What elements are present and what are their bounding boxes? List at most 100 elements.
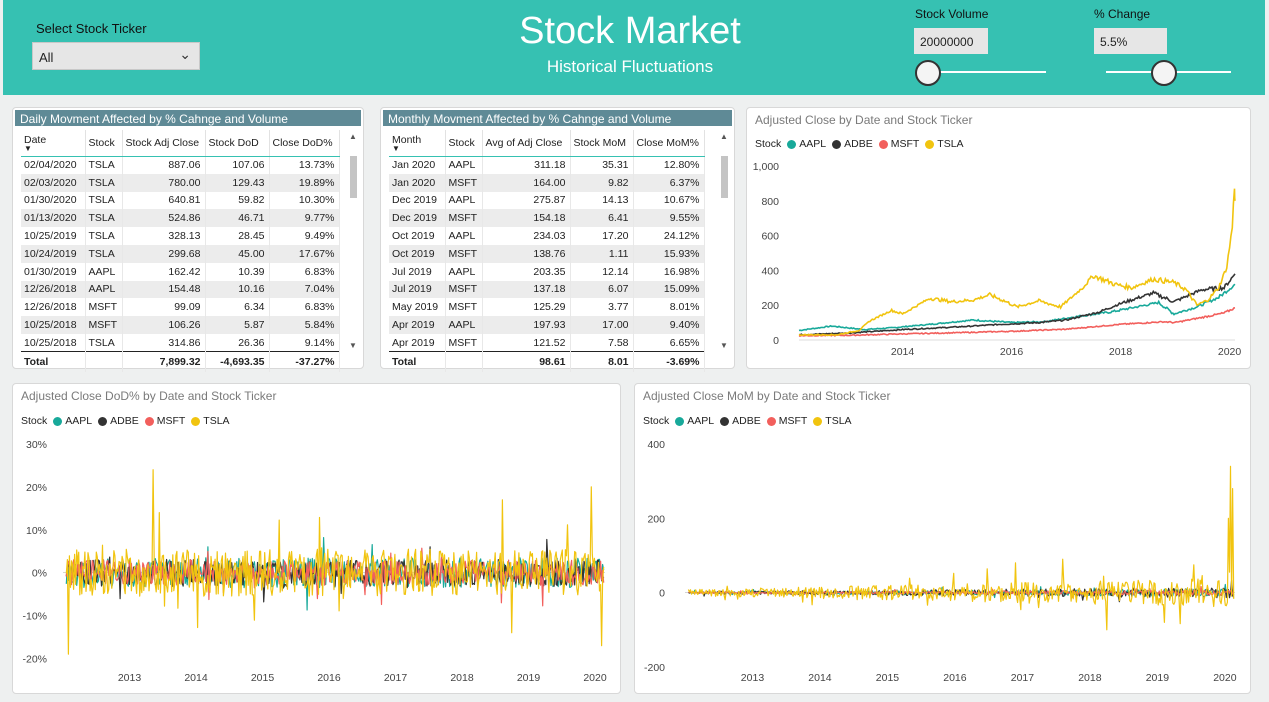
table-row[interactable]: 10/25/2018 TSLA 314.86 26.36 9.14% <box>21 333 340 352</box>
total-cell <box>85 351 123 372</box>
x-tick-label: 2018 <box>1109 346 1133 358</box>
total-cell: -37.27% <box>269 351 340 372</box>
table-cell: 9.82 <box>570 173 634 192</box>
series-line-adbe[interactable] <box>799 273 1236 336</box>
table-row[interactable]: Apr 2019 MSFT 121.52 7.58 6.65% <box>389 333 705 352</box>
table-row[interactable]: 12/26/2018 AAPL 154.48 10.16 7.04% <box>21 280 340 299</box>
col-mom-pct[interactable]: Close MoM% <box>633 130 705 157</box>
legend-item-msft[interactable]: MSFT <box>878 138 919 150</box>
series-line-tsla[interactable] <box>65 469 605 655</box>
series-line-tsla[interactable] <box>687 465 1235 631</box>
col-month[interactable]: Month ▼ <box>389 130 446 157</box>
volume-slider-track[interactable] <box>930 71 1046 73</box>
legend-item-msft[interactable]: MSFT <box>766 415 807 427</box>
table-row[interactable]: Dec 2019 MSFT 154.18 6.41 9.55% <box>389 209 705 228</box>
col-stock[interactable]: Stock <box>85 130 123 157</box>
legend-item-aapl[interactable]: AAPL <box>787 138 826 150</box>
table-row[interactable]: 12/26/2018 MSFT 99.09 6.34 6.83% <box>21 298 340 317</box>
monthly-scrollbar[interactable]: ▲ ▼ <box>719 132 729 350</box>
legend-dot-icon <box>144 416 154 426</box>
table-row[interactable]: Jul 2019 MSFT 137.18 6.07 15.09% <box>389 280 705 299</box>
scroll-up-icon[interactable]: ▲ <box>349 132 357 141</box>
table-cell: Apr 2019 <box>389 333 446 352</box>
series-line-tsla[interactable] <box>798 188 1236 337</box>
volume-label: Stock Volume <box>915 7 989 21</box>
table-cell: 1.11 <box>570 244 634 263</box>
table-row[interactable]: Oct 2019 AAPL 234.03 17.20 24.12% <box>389 227 705 245</box>
col-date[interactable]: Date ▼ <box>21 130 86 157</box>
legend-dot-icon <box>925 139 935 149</box>
table-row[interactable]: 10/25/2019 TSLA 328.13 28.45 9.49% <box>21 227 340 245</box>
table-row[interactable]: Jul 2019 AAPL 203.35 12.14 16.98% <box>389 262 705 281</box>
col-dod-pct[interactable]: Close DoD% <box>269 130 340 157</box>
table-row[interactable]: Apr 2019 AAPL 197.93 17.00 9.40% <box>389 316 705 334</box>
ticker-dropdown[interactable]: All ⌄ <box>32 42 200 70</box>
y-tick-label: -20% <box>22 653 47 665</box>
change-input[interactable]: 5.5% <box>1094 28 1167 54</box>
scroll-thumb[interactable] <box>350 156 357 198</box>
table-cell: AAPL <box>445 262 483 281</box>
table-cell: 02/04/2020 <box>21 156 86 174</box>
scroll-down-icon[interactable]: ▼ <box>349 341 357 350</box>
table-cell: 887.06 <box>122 156 206 174</box>
scroll-up-icon[interactable]: ▲ <box>720 132 728 141</box>
series-line-aapl[interactable] <box>798 283 1236 332</box>
chart-title: Adjusted Close MoM by Date and Stock Tic… <box>643 389 891 403</box>
volume-input[interactable]: 20000000 <box>914 28 988 54</box>
y-tick-label: 200 <box>761 300 779 312</box>
table-row[interactable]: Jan 2020 MSFT 164.00 9.82 6.37% <box>389 173 705 192</box>
legend-item-adbe[interactable]: ADBE <box>720 415 761 427</box>
table-cell: 524.86 <box>122 209 206 228</box>
table-row[interactable]: Oct 2019 MSFT 138.76 1.11 15.93% <box>389 244 705 263</box>
scroll-thumb[interactable] <box>721 156 728 198</box>
volume-slider-thumb[interactable] <box>915 60 941 86</box>
table-row[interactable]: May 2019 MSFT 125.29 3.77 8.01% <box>389 298 705 317</box>
series-line-msft[interactable] <box>798 307 1236 337</box>
change-slider-thumb[interactable] <box>1151 60 1177 86</box>
col-dod[interactable]: Stock DoD <box>205 130 270 157</box>
legend-label: ADBE <box>110 415 139 427</box>
table-row[interactable]: 01/13/2020 TSLA 524.86 46.71 9.77% <box>21 209 340 228</box>
chart-legend: Stock AAPL ADBE MSFT TSLA <box>21 415 230 427</box>
legend-item-tsla[interactable]: TSLA <box>925 138 964 150</box>
table-cell: 7.58 <box>570 333 634 352</box>
legend-dot-icon <box>787 139 797 149</box>
col-stock[interactable]: Stock <box>445 130 483 157</box>
legend-item-tsla[interactable]: TSLA <box>813 415 852 427</box>
table-cell: 3.77 <box>570 298 634 317</box>
table-cell: Apr 2019 <box>389 316 446 334</box>
scroll-down-icon[interactable]: ▼ <box>720 341 728 350</box>
table-cell: 28.45 <box>205 227 270 245</box>
table-cell: 17.20 <box>570 227 634 245</box>
table-row[interactable]: 02/04/2020 TSLA 887.06 107.06 13.73% <box>21 156 340 174</box>
col-adj-close[interactable]: Stock Adj Close <box>122 130 206 157</box>
legend-item-msft[interactable]: MSFT <box>144 415 185 427</box>
series-line-aapl[interactable] <box>65 536 605 611</box>
legend-item-tsla[interactable]: TSLA <box>191 415 230 427</box>
col-mom[interactable]: Stock MoM <box>570 130 634 157</box>
table-row[interactable]: Dec 2019 AAPL 275.87 14.13 10.67% <box>389 191 705 210</box>
legend-dot-icon <box>832 139 842 149</box>
table-row[interactable]: 10/25/2018 MSFT 106.26 5.87 5.84% <box>21 316 340 334</box>
daily-scrollbar[interactable]: ▲ ▼ <box>348 132 358 350</box>
col-avg-close[interactable]: Avg of Adj Close <box>482 130 571 157</box>
table-row[interactable]: Jan 2020 AAPL 311.18 35.31 12.80% <box>389 156 705 174</box>
x-tick-label: 2017 <box>384 672 408 684</box>
total-cell: 8.01 <box>570 351 634 372</box>
table-row[interactable]: 01/30/2020 TSLA 640.81 59.82 10.30% <box>21 191 340 210</box>
legend-item-aapl[interactable]: AAPL <box>53 415 92 427</box>
y-tick-label: 20% <box>26 482 47 494</box>
legend-item-adbe[interactable]: ADBE <box>98 415 139 427</box>
table-row[interactable]: 10/24/2019 TSLA 299.68 45.00 17.67% <box>21 244 340 263</box>
table-row[interactable]: 02/03/2020 TSLA 780.00 129.43 19.89% <box>21 173 340 192</box>
legend-item-adbe[interactable]: ADBE <box>832 138 873 150</box>
table-row[interactable]: 01/30/2019 AAPL 162.42 10.39 6.83% <box>21 262 340 281</box>
legend-label: AAPL <box>799 138 827 150</box>
y-tick-label: 1,000 <box>753 161 779 173</box>
table-cell: 234.03 <box>482 227 571 245</box>
table-cell: 01/30/2019 <box>21 262 86 281</box>
table-cell: AAPL <box>445 227 483 245</box>
total-cell: 98.61 <box>482 351 571 372</box>
table-cell: 154.48 <box>122 280 206 299</box>
legend-item-aapl[interactable]: AAPL <box>675 415 714 427</box>
